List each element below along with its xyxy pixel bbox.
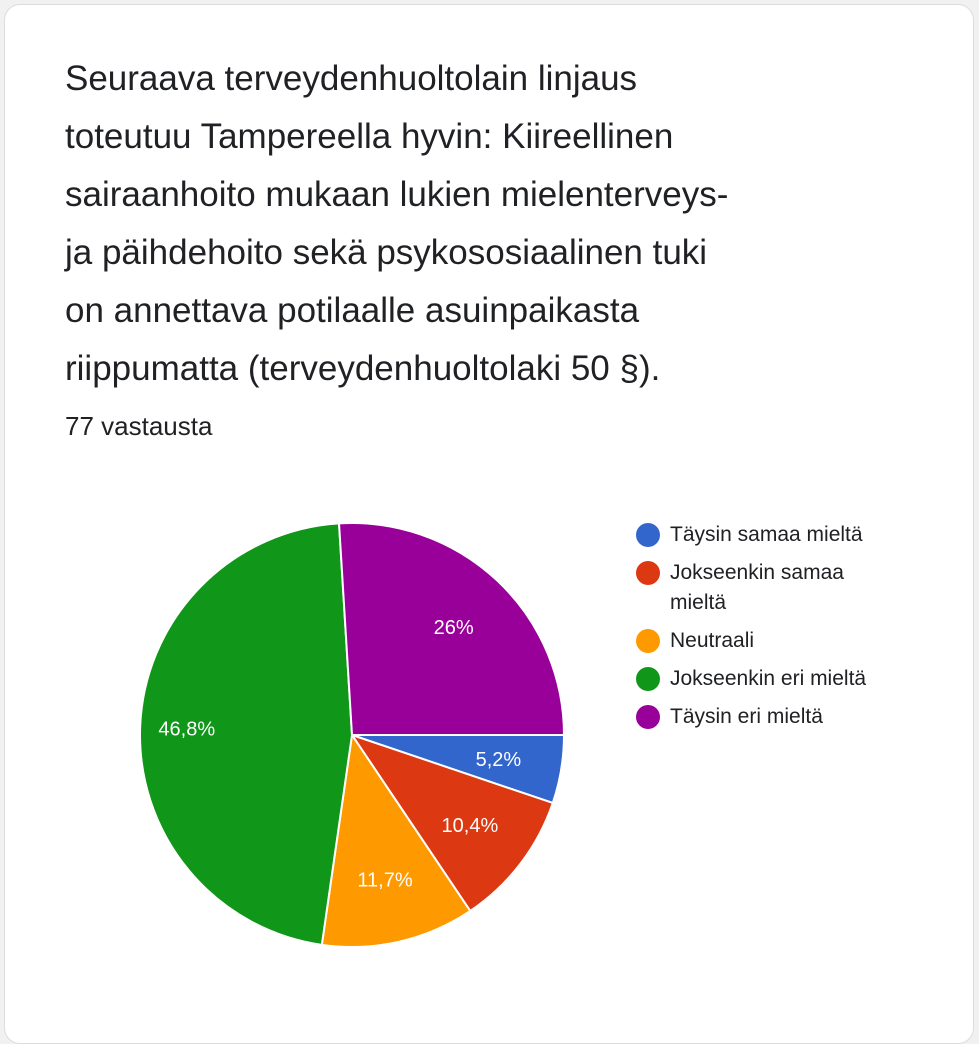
pie-chart: 5,2% 10,4% 11,7% 46,8% 26% bbox=[139, 522, 566, 948]
legend-label: Täysin eri mieltä bbox=[670, 705, 823, 728]
slice-label: 10,4% bbox=[442, 815, 499, 837]
pie-slice[interactable] bbox=[349, 733, 555, 913]
question-line: ja päihdehoito sekä psykososiaalinen tuk… bbox=[65, 233, 708, 272]
slice-label: 11,7% bbox=[357, 870, 412, 892]
legend-item[interactable]: Täysin samaa mieltä bbox=[636, 520, 936, 550]
chart-legend: Täysin samaa mieltä Jokseenkin samaa mie… bbox=[636, 520, 936, 740]
legend-color-dot bbox=[636, 561, 660, 585]
question-line: sairaanhoito mukaan lukien mielenterveys… bbox=[65, 175, 729, 214]
slice-label: 26% bbox=[434, 617, 474, 639]
legend-item[interactable]: Jokseenkin eri mieltä bbox=[636, 664, 936, 694]
legend-color-dot bbox=[636, 705, 660, 729]
legend-label: Jokseenkin eri mieltä bbox=[670, 667, 867, 690]
legend-item[interactable]: Täysin eri mieltä bbox=[636, 702, 936, 732]
legend-label: Täysin samaa mieltä bbox=[670, 523, 863, 546]
question-line: on annettava potilaalle asuinpaikasta bbox=[65, 291, 640, 330]
question-title: Seuraava terveydenhuoltolain linjaus tot… bbox=[65, 50, 805, 398]
question-line: riippumatta (terveydenhuoltolaki 50 §). bbox=[65, 349, 661, 388]
legend-color-dot bbox=[636, 667, 660, 691]
pie-slice[interactable] bbox=[139, 522, 354, 946]
legend-label: Jokseenkin samaa mieltä bbox=[670, 561, 844, 614]
legend-item[interactable]: Jokseenkin samaa mieltä bbox=[636, 558, 936, 618]
legend-item[interactable]: Neutraali bbox=[636, 626, 936, 656]
pie-slice[interactable] bbox=[320, 732, 472, 948]
legend-color-dot bbox=[636, 523, 660, 547]
question-line: Seuraava terveydenhuoltolain linjaus bbox=[65, 59, 638, 98]
legend-label: Neutraali bbox=[670, 629, 755, 652]
response-count: 77 vastausta bbox=[65, 411, 213, 441]
slice-label: 5,2% bbox=[476, 749, 522, 771]
legend-color-dot bbox=[636, 629, 660, 653]
slice-label: 46,8% bbox=[158, 718, 215, 740]
pie-slice[interactable] bbox=[337, 522, 566, 736]
question-line: toteutuu Tampereella hyvin: Kiireellinen bbox=[65, 117, 674, 156]
